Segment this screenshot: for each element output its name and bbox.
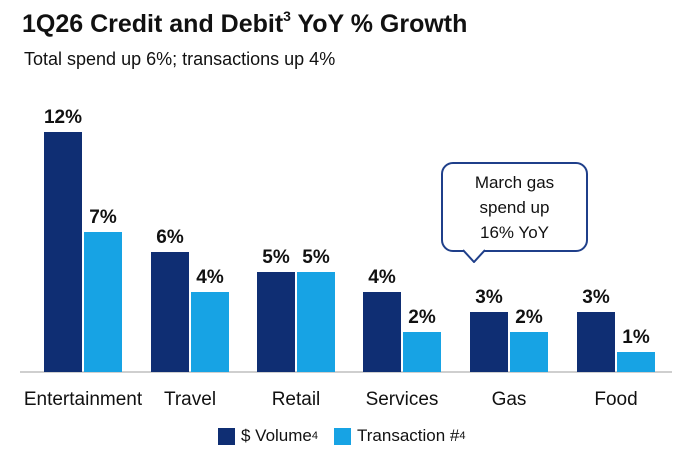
legend-swatch-volume xyxy=(218,427,235,445)
data-label-volume-gas: 3% xyxy=(475,287,503,308)
data-label-volume-travel: 6% xyxy=(156,227,184,248)
bar-volume-retail xyxy=(257,272,295,372)
category-label-entertainment: Entertainment xyxy=(24,389,143,410)
data-label-volume-food: 3% xyxy=(582,287,610,308)
legend-item-volume: $ Volume 4 xyxy=(218,426,318,446)
gas-callout: March gas spend up 16% YoY xyxy=(441,162,588,252)
category-label-food: Food xyxy=(594,389,637,410)
category-label-retail: Retail xyxy=(272,389,321,410)
bar-volume-travel xyxy=(151,252,189,372)
bar-transaction-gas xyxy=(510,332,548,372)
bar-transaction-entertainment xyxy=(84,232,122,372)
title-footnote: 3 xyxy=(283,8,291,24)
data-label-volume-retail: 5% xyxy=(262,247,290,268)
bar-volume-entertainment xyxy=(44,132,82,372)
chart-title: 1Q26 Credit and Debit3 YoY % Growth xyxy=(22,8,468,39)
callout-pointer xyxy=(463,249,485,263)
data-label-transaction-services: 2% xyxy=(408,307,436,328)
title-text: 1Q26 Credit and Debit xyxy=(22,10,284,38)
data-label-volume-services: 4% xyxy=(368,267,396,288)
legend-label-volume: $ Volume xyxy=(241,426,312,445)
legend-footnote-volume: 4 xyxy=(311,430,319,442)
bar-transaction-services xyxy=(403,332,441,372)
legend-footnote-transaction: 4 xyxy=(459,430,466,442)
callout-text: March gas spend up 16% YoY xyxy=(474,173,555,242)
bar-volume-services xyxy=(363,292,401,372)
legend-label-transaction: Transaction # xyxy=(357,426,460,445)
bar-transaction-retail xyxy=(297,272,335,372)
category-label-gas: Gas xyxy=(492,389,527,410)
category-label-services: Services xyxy=(366,389,439,410)
data-label-transaction-gas: 2% xyxy=(515,307,543,328)
bar-transaction-travel xyxy=(191,292,229,372)
chart-legend: $ Volume 4 Transaction #4 xyxy=(218,425,482,447)
legend-swatch-transaction xyxy=(334,427,352,445)
bar-chart: 12% 7% Entertainment 6% 4% Travel 5% 5% Retail 4%… xyxy=(20,107,672,410)
data-label-volume-entertainment: 12% xyxy=(44,107,82,128)
chart-subtitle: Total spend up 6%; transactions up 4% xyxy=(24,49,336,69)
bar-volume-gas xyxy=(470,312,508,372)
data-label-transaction-retail: 5% xyxy=(302,247,330,268)
data-label-transaction-entertainment: 7% xyxy=(89,207,117,228)
bar-transaction-food xyxy=(617,352,655,372)
category-label-travel: Travel xyxy=(164,389,216,410)
legend-item-transaction: Transaction #4 xyxy=(334,426,466,446)
title-suffix: YoY % Growth xyxy=(297,10,468,38)
bar-volume-food xyxy=(577,312,615,372)
data-label-transaction-travel: 4% xyxy=(196,267,224,288)
data-label-transaction-food: 1% xyxy=(622,327,650,348)
